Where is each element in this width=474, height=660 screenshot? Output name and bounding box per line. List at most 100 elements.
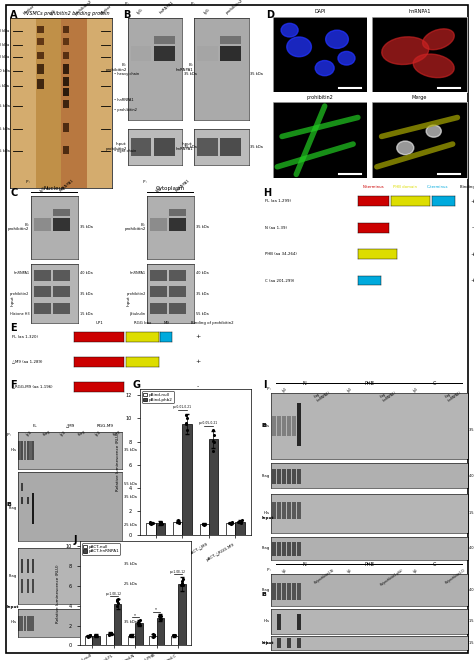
Point [199, 518, 207, 529]
Bar [63, 38, 69, 45]
Bar [277, 416, 281, 436]
Y-axis label: Relative luminescence (RLU): Relative luminescence (RLU) [117, 433, 120, 491]
Point [146, 518, 154, 529]
Text: His: His [264, 619, 270, 623]
Point [170, 630, 177, 640]
Point [151, 631, 158, 642]
Bar [53, 286, 70, 296]
Text: 55 kDa: 55 kDa [124, 482, 137, 486]
Text: • heavy chain: • heavy chain [114, 72, 139, 76]
Point [228, 518, 236, 529]
Bar [29, 616, 32, 631]
Bar [27, 559, 29, 573]
Bar [87, 18, 112, 188]
Text: FL (aa 1-320): FL (aa 1-320) [12, 335, 38, 339]
Text: 40 kDa: 40 kDa [469, 546, 474, 550]
Text: IgG: IgG [49, 9, 56, 16]
Text: IP:: IP: [266, 568, 271, 572]
Bar [32, 492, 35, 524]
Bar [85, 636, 92, 645]
Bar [63, 26, 69, 33]
Text: 100 kDa: 100 kDa [0, 55, 9, 59]
Text: **: ** [134, 613, 137, 617]
Text: IP:: IP: [191, 2, 195, 6]
Point [156, 613, 164, 624]
Bar [53, 270, 70, 280]
Bar [150, 286, 167, 296]
Text: His: His [264, 512, 270, 515]
Point [228, 517, 236, 528]
Text: p<1.0E-12: p<1.0E-12 [106, 592, 122, 597]
Bar [287, 502, 291, 519]
Text: IgG: IgG [346, 387, 353, 393]
Text: Flag: Flag [77, 429, 86, 437]
Text: VSMCs prohibitin2 binding protein: VSMCs prohibitin2 binding protein [26, 11, 109, 16]
Text: Flag: Flag [9, 506, 17, 510]
Text: • prohibitin2: • prohibitin2 [114, 108, 137, 112]
Text: Flag
(hnRNPA1): Flag (hnRNPA1) [445, 387, 463, 403]
Text: IP:: IP: [6, 433, 11, 437]
Bar [36, 18, 61, 188]
Bar [272, 583, 276, 600]
Bar [297, 614, 301, 630]
Bar [114, 604, 121, 645]
Text: IB: IB [262, 423, 267, 428]
Point [179, 576, 186, 586]
Text: 55 kDa: 55 kDa [0, 84, 9, 88]
Bar [277, 583, 281, 600]
Bar [171, 636, 178, 645]
Circle shape [426, 125, 441, 137]
Point [107, 628, 115, 638]
Point [170, 631, 178, 642]
Bar [150, 270, 167, 280]
Point [236, 517, 243, 528]
Text: 35 kDa: 35 kDa [124, 620, 137, 624]
Text: β-tubulin: β-tubulin [129, 312, 146, 317]
Bar [24, 442, 26, 459]
Point [91, 630, 99, 640]
Bar [63, 100, 69, 108]
Point [92, 631, 100, 642]
Text: p<0.01,0.21: p<0.01,0.21 [173, 405, 192, 409]
Bar [220, 36, 241, 44]
Point [147, 519, 155, 529]
Text: IgG: IgG [94, 430, 102, 437]
Circle shape [287, 37, 311, 57]
Text: Flag: Flag [262, 588, 270, 592]
Point [127, 631, 134, 642]
Text: Marker: Marker [100, 4, 112, 16]
Text: Cytoplasm: Cytoplasm [156, 186, 185, 191]
Point [136, 618, 143, 629]
Bar [27, 616, 29, 631]
Bar [235, 522, 245, 535]
Text: His(prohibitin2-N): His(prohibitin2-N) [314, 568, 336, 585]
Text: 35 kDa: 35 kDa [196, 292, 209, 296]
Bar [21, 559, 23, 573]
Point [174, 515, 182, 526]
Point [149, 631, 157, 642]
Bar [282, 583, 286, 600]
Point [210, 425, 217, 436]
Point [114, 594, 122, 605]
Bar [282, 416, 286, 436]
Bar [37, 38, 44, 45]
Text: +: + [470, 251, 474, 257]
Text: IgG: IgG [137, 7, 144, 15]
Text: • light chain: • light chain [114, 148, 136, 152]
Text: PHB: PHB [365, 381, 374, 387]
Text: FL: FL [33, 424, 38, 428]
Bar [292, 583, 296, 600]
Bar [21, 483, 23, 491]
Bar [131, 138, 151, 156]
Text: N (aa 1-39): N (aa 1-39) [265, 226, 287, 230]
Point [91, 630, 99, 641]
Bar [169, 270, 186, 280]
Text: UP1: UP1 [95, 321, 103, 325]
Point [158, 519, 166, 529]
Point [86, 630, 94, 640]
Bar [277, 542, 281, 556]
Bar [32, 559, 35, 573]
Bar [277, 469, 281, 484]
Bar [282, 502, 286, 519]
Point [171, 630, 179, 640]
